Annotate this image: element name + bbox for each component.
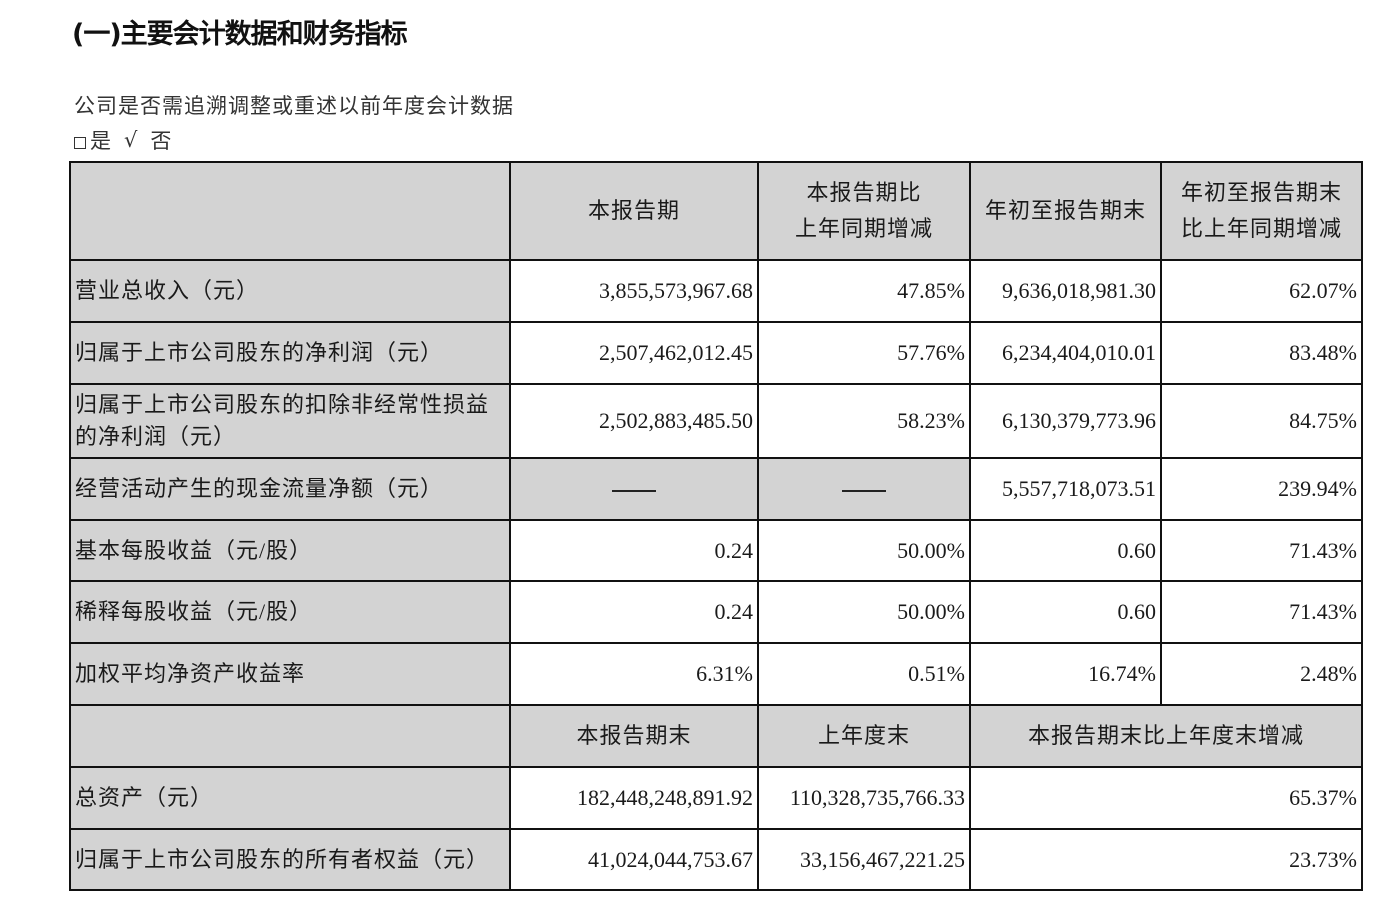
ytd-value: 6,234,404,010.01 (969, 321, 1162, 385)
current-change-not-applicable (757, 457, 971, 521)
change-value: 65.37% (969, 766, 1363, 830)
restatement-answer: 是 √ 否 (74, 125, 172, 155)
table-row: 归属于上市公司股东的扣除非经常性损益 的净利润（元） 2,502,883,485… (69, 383, 1363, 459)
current-value: 2,507,462,012.45 (509, 321, 759, 385)
row-label: 经营活动产生的现金流量净额（元） (69, 457, 511, 521)
table-row: 加权平均净资产收益率 6.31% 0.51% 16.74% 2.48% (69, 642, 1363, 706)
header-ytd: 年初至报告期末 (969, 161, 1162, 261)
no-option: √ 否 (124, 125, 172, 155)
no-label: 否 (150, 129, 173, 153)
ytd-value: 0.60 (969, 519, 1162, 582)
current-change-value: 50.00% (757, 519, 971, 582)
current-value: 0.24 (509, 519, 759, 582)
current-change-value: 50.00% (757, 580, 971, 644)
ytd-change-value: 2.48% (1160, 642, 1363, 706)
current-value: 0.24 (509, 580, 759, 644)
yes-option: 是 (74, 125, 112, 155)
row-label: 总资产（元） (69, 766, 511, 830)
row-label-line1: 归属于上市公司股东的扣除非经常性损益 (75, 392, 490, 417)
header-text-line2: 比上年同期增减 (1180, 216, 1342, 241)
change-value: 23.73% (969, 828, 1363, 891)
header-current-change: 本报告期比 上年同期增减 (757, 161, 971, 261)
table-row: 经营活动产生的现金流量净额（元） 5,557,718,073.51 239.94… (69, 457, 1363, 521)
header-empty-cell (69, 704, 511, 768)
header-text-line1: 本报告期比 (806, 180, 922, 205)
prior-year-end-value: 110,328,735,766.33 (757, 766, 971, 830)
header-change-vs-prior-year-end: 本报告期末比上年度末增减 (969, 704, 1363, 768)
table2-header-row: 本报告期末 上年度末 本报告期末比上年度末增减 (69, 704, 1363, 768)
ytd-value: 9,636,018,981.30 (969, 259, 1162, 323)
dash-icon (612, 490, 656, 492)
ytd-change-value: 83.48% (1160, 321, 1363, 385)
dash-icon (842, 490, 886, 492)
row-label: 归属于上市公司股东的所有者权益（元） (69, 828, 511, 891)
header-text: 年初至报告期末 (984, 198, 1146, 223)
current-value: 3,855,573,967.68 (509, 259, 759, 323)
header-text-line2: 上年同期增减 (794, 216, 933, 241)
header-current-period: 本报告期 (509, 161, 759, 261)
header-period-end: 本报告期末 (509, 704, 759, 768)
ytd-change-value: 71.43% (1160, 580, 1363, 644)
row-label: 稀释每股收益（元/股） (69, 580, 511, 644)
period-end-value: 182,448,248,891.92 (509, 766, 759, 830)
row-label-line2: 的净利润（元） (75, 424, 237, 449)
table-row: 归属于上市公司股东的所有者权益（元） 41,024,044,753.67 33,… (69, 828, 1363, 891)
yes-label: 是 (90, 129, 112, 153)
ytd-value: 5,557,718,073.51 (969, 457, 1162, 521)
row-label: 归属于上市公司股东的扣除非经常性损益 的净利润（元） (69, 383, 511, 459)
table-row: 基本每股收益（元/股） 0.24 50.00% 0.60 71.43% (69, 519, 1363, 582)
ytd-value: 6,130,379,773.96 (969, 383, 1162, 459)
ytd-value: 16.74% (969, 642, 1162, 706)
table-row: 稀释每股收益（元/股） 0.24 50.00% 0.60 71.43% (69, 580, 1363, 644)
row-label: 归属于上市公司股东的净利润（元） (69, 321, 511, 385)
table1-header-row: 本报告期 本报告期比 上年同期增减 年初至报告期末 年初至报告期末 比上年同期增… (69, 161, 1363, 261)
table-row: 归属于上市公司股东的净利润（元） 2,507,462,012.45 57.76%… (69, 321, 1363, 385)
period-end-value: 41,024,044,753.67 (509, 828, 759, 891)
empty-checkbox-icon (74, 137, 86, 149)
prior-year-end-value: 33,156,467,221.25 (757, 828, 971, 891)
header-prior-year-end: 上年度末 (757, 704, 971, 768)
section-title: (一)主要会计数据和财务指标 (72, 19, 408, 50)
header-empty-cell (69, 161, 511, 261)
table-row: 总资产（元） 182,448,248,891.92 110,328,735,76… (69, 766, 1363, 830)
ytd-change-value: 239.94% (1160, 457, 1363, 521)
current-value: 6.31% (509, 642, 759, 706)
ytd-change-value: 62.07% (1160, 259, 1363, 323)
ytd-value: 0.60 (969, 580, 1162, 644)
current-change-value: 47.85% (757, 259, 971, 323)
current-change-value: 0.51% (757, 642, 971, 706)
ytd-change-value: 71.43% (1160, 519, 1363, 582)
current-change-value: 58.23% (757, 383, 971, 459)
ytd-change-value: 84.75% (1160, 383, 1363, 459)
current-value-not-applicable (509, 457, 759, 521)
current-change-value: 57.76% (757, 321, 971, 385)
current-value: 2,502,883,485.50 (509, 383, 759, 459)
checkmark-icon: √ (124, 128, 139, 152)
table-row: 营业总收入（元） 3,855,573,967.68 47.85% 9,636,0… (69, 259, 1363, 323)
row-label: 加权平均净资产收益率 (69, 642, 511, 706)
header-text-line1: 年初至报告期末 (1180, 180, 1342, 205)
restatement-question: 公司是否需追溯调整或重述以前年度会计数据 (74, 94, 514, 118)
row-label: 基本每股收益（元/股） (69, 519, 511, 582)
header-ytd-change: 年初至报告期末 比上年同期增减 (1160, 161, 1363, 261)
row-label: 营业总收入（元） (69, 259, 511, 323)
financial-indicators-table: 本报告期 本报告期比 上年同期增减 年初至报告期末 年初至报告期末 比上年同期增… (69, 161, 1363, 891)
header-text: 本报告期 (587, 198, 680, 223)
